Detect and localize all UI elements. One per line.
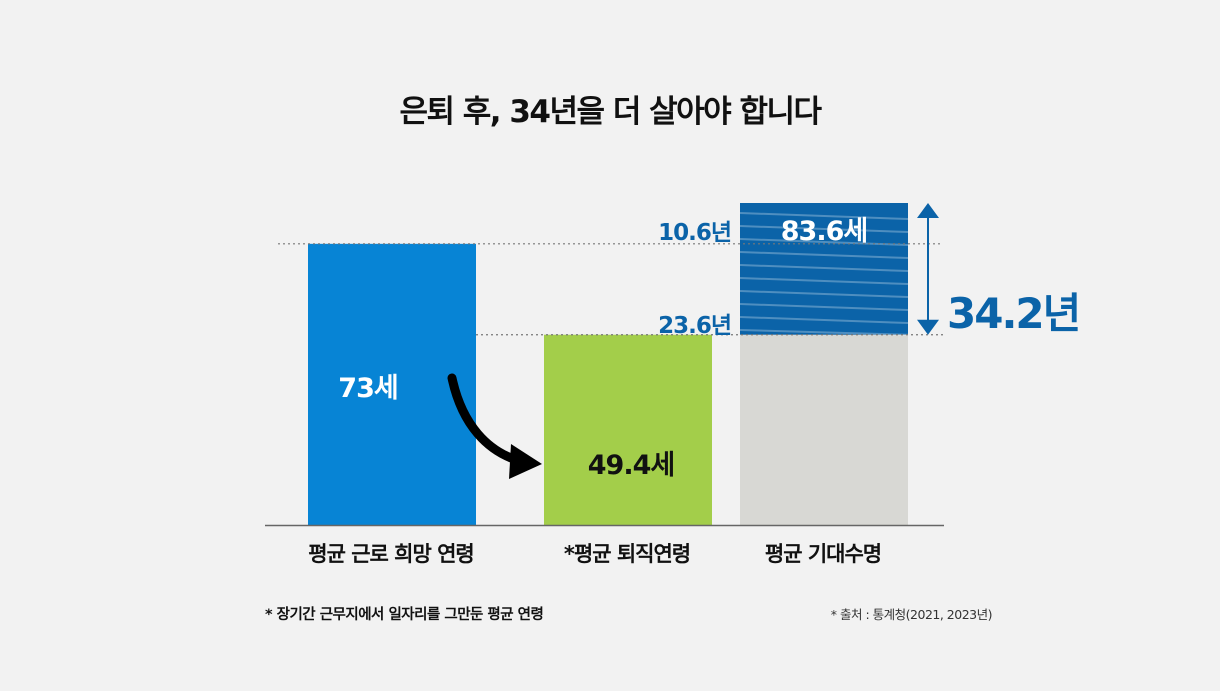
value-label-retirement-age: 49.4세 <box>588 450 674 481</box>
value-label-work-age: 73세 <box>338 373 397 404</box>
bar-retirement-age <box>544 334 712 525</box>
bar-life-expectancy-gap <box>740 203 908 335</box>
decline-arrowhead-icon <box>509 444 542 479</box>
gap-stripes <box>739 212 909 336</box>
source-note: * 출처 : 통계청(2021, 2023년) <box>830 607 993 622</box>
gap-label-total: 34.2년 <box>947 289 1079 338</box>
page-title: 은퇴 후, 34년을 더 살아야 합니다 <box>399 94 822 130</box>
bar-work-hope-age <box>308 243 476 525</box>
gap-label-upper: 10.6년 <box>658 220 731 246</box>
decline-arrow-icon <box>447 373 525 466</box>
bar-life-expectancy-base <box>740 334 908 525</box>
span-arrow-up-icon <box>917 203 939 218</box>
category-label-3: 평균 기대수명 <box>765 542 881 566</box>
value-label-life-expectancy: 83.6세 <box>781 216 867 247</box>
span-arrow-down-icon <box>917 319 939 335</box>
footnote: * 장기간 근무지에서 일자리를 그만둔 평균 연령 <box>265 607 544 623</box>
category-label-2: *평균 퇴직연령 <box>564 542 690 566</box>
gap-label-lower: 23.6년 <box>658 313 731 339</box>
category-label-1: 평균 근로 희망 연령 <box>308 542 474 566</box>
